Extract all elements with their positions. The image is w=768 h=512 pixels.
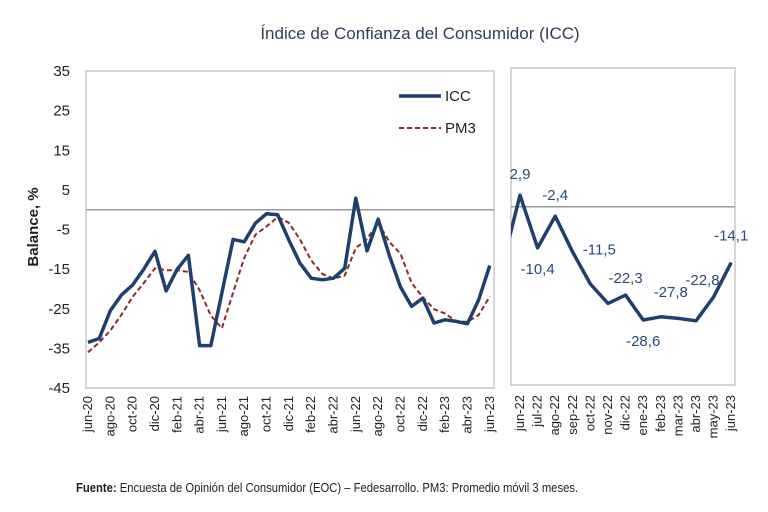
left-plot-frame [85, 70, 495, 389]
x-tick-label: ago-22 [547, 395, 562, 435]
x-tick-label: sep-22 [565, 395, 580, 435]
x-tick-label: dic-22 [415, 396, 430, 431]
x-tick-label: feb-22 [303, 396, 318, 433]
data-label: -10,4 [520, 261, 554, 278]
right-data-labels: 2,9 -10,4 -2,4 -11,5 -22,3 -27,8 -28,6 -22,8 -14… [510, 166, 749, 350]
data-label: -27,8 [654, 284, 688, 301]
x-tick-label: jun-22 [348, 396, 363, 433]
y-tick-label: -45 [48, 380, 70, 397]
x-tick-label: mar-23 [670, 395, 685, 436]
x-tick-label: oct-21 [259, 396, 274, 432]
x-tick-label: oct-20 [125, 396, 140, 432]
x-tick-label: dic-22 [618, 395, 633, 430]
x-tick-label: abr-22 [326, 396, 341, 434]
y-tick-label: 35 [53, 63, 70, 80]
y-tick-label: -5 [57, 222, 70, 239]
x-tick-label: feb-21 [169, 396, 184, 433]
x-tick-label: abr-21 [192, 396, 207, 434]
x-tick-label: ago-20 [102, 396, 117, 436]
data-label: -2,4 [542, 187, 568, 204]
data-label: -11,5 [583, 241, 616, 258]
x-tick-label: dic-21 [281, 396, 296, 431]
series-line-icc [87, 196, 492, 348]
x-tick-label: oct-22 [582, 395, 597, 431]
y-tick-label: -15 [48, 261, 70, 278]
right-series [511, 193, 733, 323]
left-x-axis-ticks: jun-20 ago-20 oct-20 dic-20 feb-21 abr-21 jun-… [80, 396, 497, 436]
x-tick-label: ago-21 [236, 396, 251, 436]
y-axis-label: Balance, % [25, 187, 42, 266]
y-tick-label: 25 [53, 103, 70, 120]
series-line-icc-zoom [511, 193, 733, 323]
data-label: -14,1 [714, 228, 748, 245]
y-tick-label: 15 [53, 142, 70, 159]
legend-pm3-label: PM3 [445, 120, 476, 137]
data-label: -22,8 [685, 272, 719, 289]
x-tick-label: abr-23 [688, 395, 703, 433]
x-tick-label: oct-22 [392, 396, 407, 432]
x-tick-label: feb-23 [437, 396, 452, 433]
chart-title: Índice de Confianza del Consumidor (ICC) [260, 24, 579, 43]
x-tick-label: abr-23 [459, 396, 474, 434]
y-tick-label: -35 [48, 340, 70, 357]
x-tick-label: ago-22 [370, 396, 385, 436]
x-tick-label: feb-23 [653, 395, 668, 432]
right-plot-frame [510, 67, 736, 386]
x-tick-label: jul-22 [530, 395, 545, 428]
legend: ICC PM3 [399, 88, 476, 137]
x-tick-label: may-23 [706, 395, 721, 438]
legend-icc-label: ICC [445, 88, 471, 105]
y-tick-label: 5 [62, 182, 70, 199]
x-tick-label: jun-20 [80, 396, 95, 433]
source-footnote: Fuente: Encuesta de Opinión del Consumid… [76, 481, 578, 495]
left-series [87, 196, 492, 354]
data-label: 2,9 [510, 166, 531, 183]
x-tick-label: nov-22 [600, 395, 615, 435]
x-tick-label: ene-23 [635, 395, 650, 435]
y-tick-label: -25 [48, 301, 70, 318]
source-text: Encuesta de Opinión del Consumidor (EOC)… [116, 481, 579, 495]
x-tick-label: jun-23 [482, 396, 497, 433]
y-axis-ticks: 35 25 15 5 -5 -15 -25 -35 -45 [48, 63, 70, 397]
x-tick-label: jun-22 [512, 395, 527, 432]
x-tick-label: jun-23 [723, 395, 738, 432]
x-tick-label: jun-21 [214, 396, 229, 433]
x-tick-label: dic-20 [147, 396, 162, 431]
data-label: -22,3 [608, 270, 642, 287]
source-label: Fuente: [76, 481, 117, 495]
data-label: -28,6 [626, 333, 660, 350]
right-x-axis-ticks: jun-22 jul-22 ago-22 sep-22 oct-22 nov-22 dic-… [512, 395, 738, 438]
